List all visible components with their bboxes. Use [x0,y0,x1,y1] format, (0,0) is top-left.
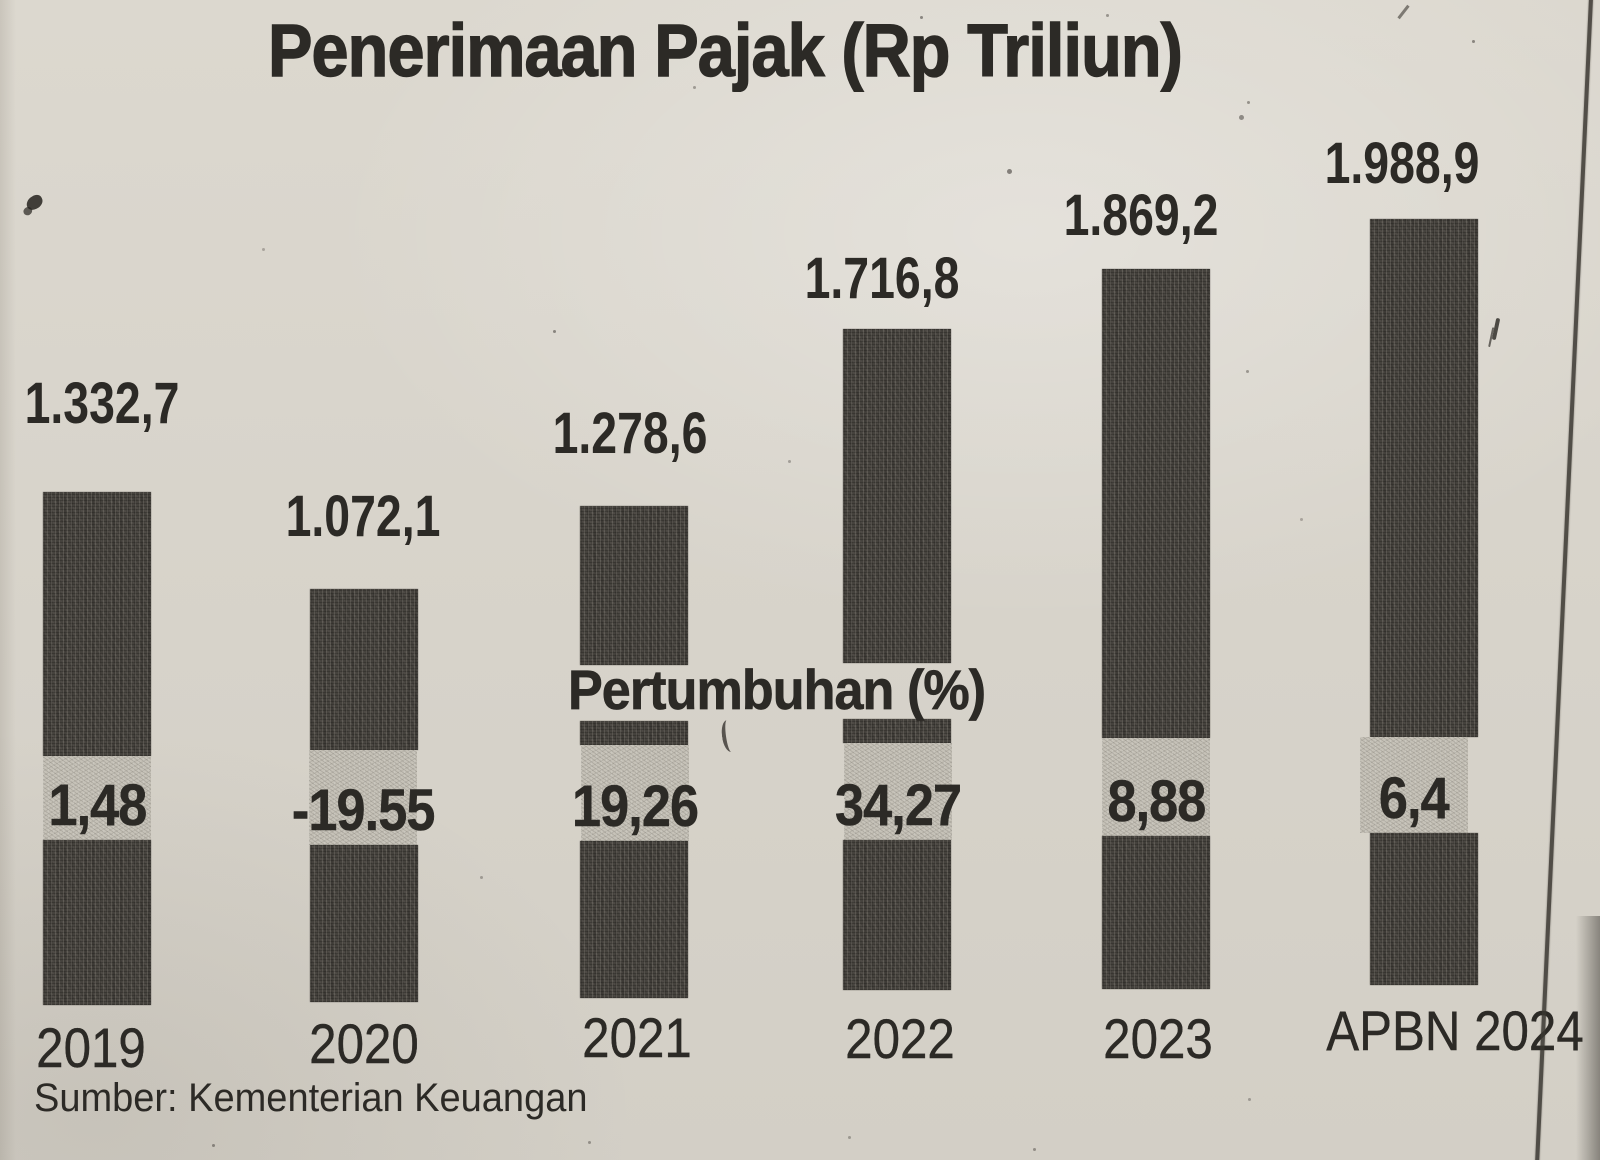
bar-segment-2020 [310,589,418,750]
bar-segment-2020 [310,845,418,1002]
growth-value-label-2021: 19,26 [571,774,699,839]
bar-segment-2019 [43,840,151,1005]
growth-value-label-2019: 1,48 [48,773,147,838]
growth-band-2023: 8,88 [1102,738,1210,836]
value-label-2020: 1.072,1 [285,484,441,549]
bar-segment-2021 [580,721,688,745]
x-axis-label-2021: 2021 [582,1006,692,1069]
x-axis-label-2022: 2022 [845,1007,955,1070]
growth-value-label-2022: 34,27 [834,773,962,838]
growth-value-label-apbn-2024: 6,4 [1379,766,1450,831]
bar-segment-2019 [43,492,151,756]
bar-segment-2022 [843,840,951,990]
paper-noise-specks [0,0,3,3]
growth-value-label-2023: 8,88 [1107,769,1206,834]
page-edge-shadow [1576,916,1600,1160]
bar-segment-apbn-2024 [1370,219,1478,737]
source-note: Sumber: Kementerian Keuangan [34,1076,588,1120]
bar-segment-2021 [580,506,688,665]
bar-segment-2023 [1102,269,1210,738]
x-axis-label-2020: 2020 [309,1012,419,1075]
bar-segment-apbn-2024 [1370,833,1478,985]
value-label-2023: 1.869,2 [1063,183,1219,248]
growth-band-apbn-2024: 6,4 [1360,737,1468,833]
growth-band-2022: 34,27 [835,743,962,840]
growth-value-label-2020: -19.55 [291,778,435,843]
x-axis-label-apbn-2024: APBN 2024 [1326,999,1584,1062]
bar-segment-2022 [843,719,951,743]
value-label-2019: 1.332,7 [24,371,180,436]
growth-band-2019: 1,48 [43,756,151,840]
value-label-apbn-2024: 1.988,9 [1324,131,1480,196]
value-label-2022: 1.716,8 [804,246,960,311]
growth-series-label: Pertumbuhan (%) [568,658,987,721]
bar-segment-2022 [843,329,951,663]
value-label-2021: 1.278,6 [552,401,708,466]
x-axis-label-2019: 2019 [36,1016,146,1079]
bar-segment-2021 [580,841,688,998]
x-axis-label-2023: 2023 [1103,1007,1213,1070]
growth-band-2020: -19.55 [291,750,435,845]
growth-band-2021: 19,26 [572,745,699,841]
bar-segment-2023 [1102,836,1210,989]
chart-title: Penerimaan Pajak (Rp Triliun) [267,9,1183,92]
